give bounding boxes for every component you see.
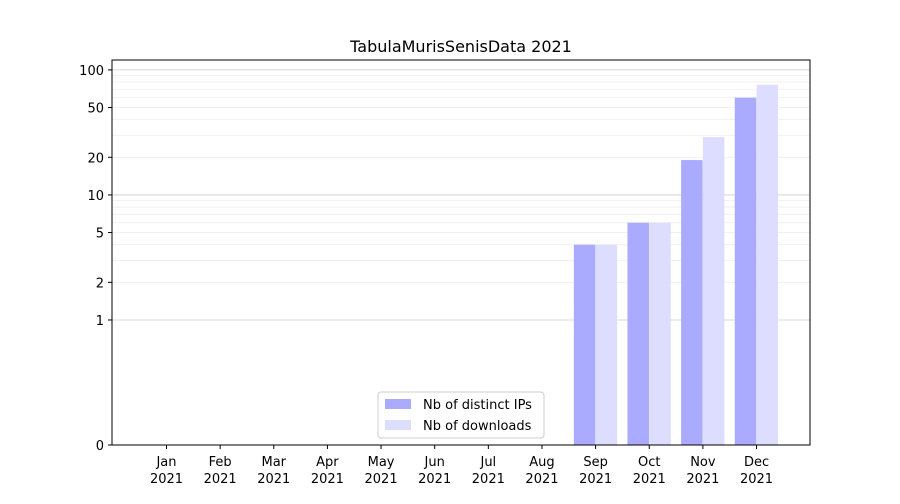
x-tick-label: Oct 2021 bbox=[633, 455, 666, 487]
legend-box bbox=[377, 391, 545, 439]
bars-layer bbox=[573, 84, 779, 445]
legend-swatch bbox=[385, 399, 411, 409]
y-tick-label: 50 bbox=[87, 102, 104, 117]
x-tick-label: Mar 2021 bbox=[257, 455, 290, 487]
x-tick-label: May 2021 bbox=[365, 455, 398, 487]
legend: Nb of distinct IPs Nb of downloads bbox=[377, 391, 545, 439]
x-tick-label: Jul 2021 bbox=[472, 455, 505, 487]
y-tick-label: 10 bbox=[87, 189, 104, 204]
plot-frame bbox=[111, 59, 811, 446]
x-tick-label: Dec 2021 bbox=[740, 455, 773, 487]
y-tick-label: 2 bbox=[96, 276, 104, 291]
y-axis: 0 1 2 5 10 20 50 100 bbox=[79, 64, 112, 454]
y-tick-label: 100 bbox=[79, 64, 104, 79]
y-tick-label: 1 bbox=[96, 314, 104, 329]
legend-label: Nb of downloads bbox=[423, 419, 532, 434]
chart-title: TabulaMurisSenisData 2021 bbox=[349, 37, 572, 56]
legend-swatch bbox=[385, 420, 411, 430]
bar-distinct-ips bbox=[734, 97, 757, 445]
x-tick-label: Nov 2021 bbox=[686, 455, 719, 487]
bar-distinct-ips bbox=[627, 222, 649, 445]
x-tick-label: Aug 2021 bbox=[525, 455, 558, 487]
y-tick-label: 5 bbox=[96, 227, 104, 242]
x-tick-label: Sep 2021 bbox=[579, 455, 612, 487]
y-tick-label: 20 bbox=[87, 151, 104, 166]
x-tick-label: Apr 2021 bbox=[311, 455, 344, 487]
bar-downloads bbox=[702, 137, 725, 445]
bar-distinct-ips bbox=[573, 244, 596, 445]
bar-downloads bbox=[595, 244, 618, 445]
x-tick-label: Feb 2021 bbox=[204, 455, 237, 487]
x-tick-label: Jun 2021 bbox=[418, 455, 451, 487]
bar-distinct-ips bbox=[681, 160, 703, 445]
y-tick-label: 0 bbox=[96, 439, 104, 454]
bar-downloads bbox=[649, 222, 671, 445]
x-axis: Jan 2021 Feb 2021 Mar 2021 Apr 2021 May 2021 Jun 20… bbox=[150, 445, 773, 487]
x-tick-label: Jan 2021 bbox=[150, 455, 183, 487]
legend-label: Nb of distinct IPs bbox=[423, 398, 532, 413]
bar-downloads bbox=[756, 84, 779, 445]
